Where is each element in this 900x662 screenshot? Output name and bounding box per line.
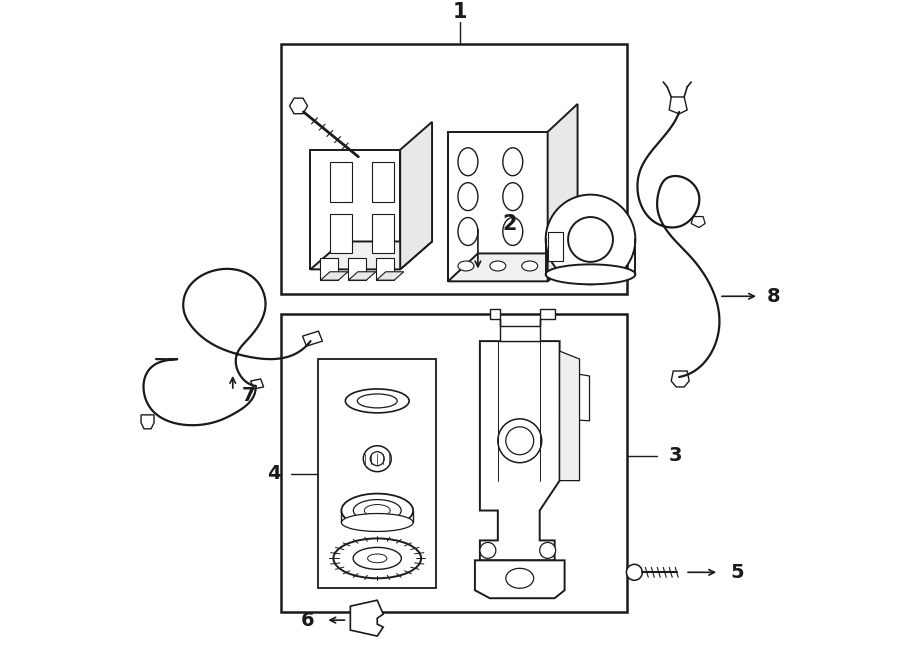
Ellipse shape <box>357 394 397 408</box>
Polygon shape <box>376 272 404 280</box>
Text: 8: 8 <box>767 287 780 306</box>
Polygon shape <box>310 242 432 269</box>
Ellipse shape <box>364 504 391 516</box>
Ellipse shape <box>458 148 478 175</box>
Polygon shape <box>320 272 348 280</box>
Text: 6: 6 <box>301 610 314 630</box>
Polygon shape <box>141 415 154 429</box>
Ellipse shape <box>480 542 496 558</box>
Text: 3: 3 <box>669 446 682 465</box>
Polygon shape <box>310 150 400 269</box>
Polygon shape <box>490 309 554 341</box>
Ellipse shape <box>458 218 478 246</box>
Ellipse shape <box>498 419 542 463</box>
Ellipse shape <box>458 261 474 271</box>
Bar <box>373 214 394 254</box>
Polygon shape <box>670 97 688 114</box>
Polygon shape <box>480 341 560 560</box>
Ellipse shape <box>354 500 401 522</box>
Ellipse shape <box>333 538 421 579</box>
Polygon shape <box>302 331 322 346</box>
Ellipse shape <box>367 554 387 563</box>
Polygon shape <box>671 371 689 387</box>
Polygon shape <box>400 122 432 269</box>
Ellipse shape <box>545 264 635 284</box>
Polygon shape <box>475 560 564 598</box>
Text: 4: 4 <box>266 464 281 483</box>
Ellipse shape <box>364 446 392 471</box>
Ellipse shape <box>490 261 506 271</box>
Bar <box>330 162 352 202</box>
Ellipse shape <box>503 218 523 246</box>
Polygon shape <box>350 600 383 636</box>
Polygon shape <box>448 254 578 281</box>
Ellipse shape <box>503 183 523 211</box>
Polygon shape <box>348 258 366 280</box>
Bar <box>281 44 627 295</box>
Polygon shape <box>560 351 580 481</box>
Ellipse shape <box>341 494 413 528</box>
Polygon shape <box>348 272 376 280</box>
Ellipse shape <box>506 568 534 589</box>
Ellipse shape <box>353 547 401 569</box>
Ellipse shape <box>545 195 635 284</box>
Bar <box>281 314 627 612</box>
Polygon shape <box>251 379 264 389</box>
Bar <box>330 214 352 254</box>
Text: 5: 5 <box>730 563 743 582</box>
Ellipse shape <box>341 514 413 532</box>
Polygon shape <box>376 258 394 280</box>
Polygon shape <box>448 132 548 281</box>
Ellipse shape <box>626 564 643 581</box>
Ellipse shape <box>540 542 555 558</box>
Polygon shape <box>691 216 705 228</box>
Ellipse shape <box>370 451 384 465</box>
Text: 1: 1 <box>453 2 467 23</box>
Polygon shape <box>560 371 590 421</box>
Ellipse shape <box>506 427 534 455</box>
Polygon shape <box>320 258 338 280</box>
Bar <box>319 359 436 589</box>
Polygon shape <box>548 232 562 261</box>
Polygon shape <box>548 104 578 281</box>
Ellipse shape <box>458 183 478 211</box>
Ellipse shape <box>346 389 410 413</box>
Ellipse shape <box>503 148 523 175</box>
Ellipse shape <box>568 217 613 262</box>
Text: 7: 7 <box>242 387 256 405</box>
Bar <box>373 162 394 202</box>
Ellipse shape <box>522 261 537 271</box>
Text: 2: 2 <box>502 214 517 234</box>
